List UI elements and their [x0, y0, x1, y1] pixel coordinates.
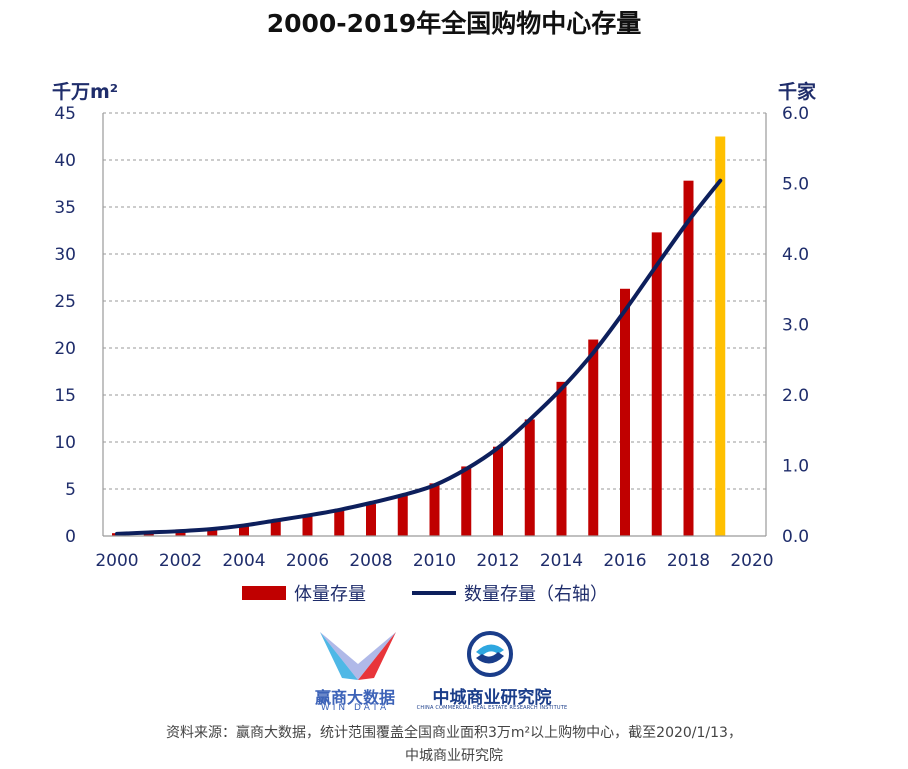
count-line [115, 178, 723, 536]
right-tick-label: 3.0 [782, 316, 809, 336]
right-tick-label: 1.0 [782, 457, 809, 477]
left-tick-label: 10 [54, 433, 76, 453]
bar [334, 510, 345, 536]
ccreri-name: 中城商业研究院 [432, 688, 552, 708]
ccreri-sub: CHINA COMMERCIAL REAL ESTATE RESEARCH IN… [416, 705, 568, 711]
legend-bar-label: 体量存量 [294, 584, 366, 605]
right-axis-unit: 千家 [778, 80, 817, 103]
left-tick-label: 15 [54, 386, 76, 406]
bar [651, 232, 662, 536]
x-tick-label: 2010 [413, 551, 456, 571]
source-line-1: 资料来源：赢商大数据，统计范围覆盖全国商业面积3万m²以上购物中心，截至2020… [166, 725, 742, 741]
left-axis-unit: 千万m² [52, 81, 118, 103]
chart-title: 2000-2019年全国购物中心存量 [266, 9, 642, 38]
bar [493, 446, 503, 536]
source-line-2: 中城商业研究院 [405, 748, 503, 764]
bar [620, 288, 630, 536]
x-tick-label: 2002 [159, 551, 202, 571]
axes [102, 113, 767, 537]
right-axis-ticks: 0.0 1.0 2.0 3.0 4.0 5.0 6.0 [782, 104, 809, 547]
left-tick-label: 35 [54, 198, 76, 218]
right-tick-label: 5.0 [782, 175, 809, 195]
bar [302, 516, 313, 536]
source-note: 资料来源：赢商大数据，统计范围覆盖全国商业面积3万m²以上购物中心，截至2020… [0, 722, 908, 768]
left-tick-label: 0 [65, 527, 76, 547]
x-tick-label: 2006 [286, 551, 329, 571]
right-tick-label: 0.0 [782, 527, 809, 547]
right-tick-label: 2.0 [782, 386, 809, 406]
chart: 0 5 10 15 20 25 30 35 40 45 0.0 1.0 2.0 3.0 4.0 5.0 6.0… [52, 80, 817, 571]
bar [588, 339, 599, 536]
bar [461, 466, 472, 536]
windata-name: 赢商大数据 [314, 688, 395, 707]
x-tick-label: 2004 [222, 551, 265, 571]
bar [366, 504, 376, 536]
bars [112, 136, 726, 536]
x-tick-label: 2000 [95, 551, 138, 571]
ccreri-logo-icon [467, 631, 513, 677]
bar [556, 381, 567, 536]
legend: 体量存量 数量存量（右轴） [242, 578, 608, 608]
x-tick-label: 2016 [603, 551, 646, 571]
x-tick-label: 2012 [476, 551, 519, 571]
bar [397, 495, 408, 536]
right-tick-label: 4.0 [782, 245, 809, 265]
bar [207, 527, 218, 536]
x-tick-label: 2014 [540, 551, 583, 571]
bar [270, 520, 281, 536]
left-tick-label: 45 [54, 104, 76, 124]
left-tick-label: 40 [54, 151, 76, 171]
bar [239, 524, 249, 536]
count-line-path [115, 178, 723, 536]
windata-sub: WIN DATA [320, 703, 390, 713]
bar [524, 419, 535, 536]
left-tick-label: 20 [54, 339, 76, 359]
left-tick-label: 5 [65, 480, 76, 500]
x-axis-ticks: 2000 2002 2004 2006 2008 2010 2012 2014 2016 2018… [95, 551, 773, 571]
bar [429, 483, 440, 536]
left-tick-label: 30 [54, 245, 76, 265]
x-tick-label: 2008 [349, 551, 392, 571]
left-axis-ticks: 0 5 10 15 20 25 30 35 40 45 [54, 104, 76, 547]
bar [683, 180, 694, 536]
x-tick-label: 2020 [730, 551, 773, 571]
bar [715, 136, 726, 536]
legend-line-swatch [412, 591, 456, 595]
right-tick-label: 6.0 [782, 104, 809, 124]
grid-lines [103, 112, 766, 490]
windata-logo-icon [320, 632, 396, 680]
left-tick-label: 25 [54, 292, 76, 312]
legend-line-label: 数量存量（右轴） [464, 584, 608, 605]
legend-bar-swatch [242, 586, 286, 600]
x-tick-label: 2018 [667, 551, 710, 571]
